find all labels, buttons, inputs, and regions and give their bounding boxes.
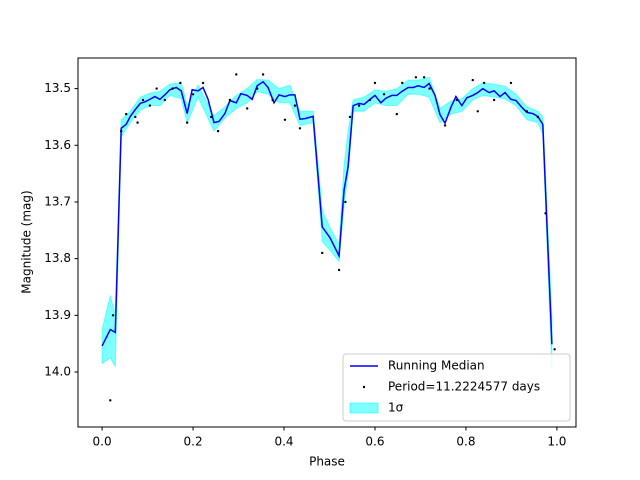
data-point bbox=[293, 104, 297, 107]
data-point bbox=[134, 115, 137, 119]
data-point bbox=[228, 98, 232, 102]
data-point bbox=[525, 110, 529, 113]
data-point bbox=[471, 78, 474, 82]
y-tick-label: 13.7 bbox=[44, 194, 71, 208]
data-point bbox=[261, 73, 265, 76]
y-tick-label: 14.0 bbox=[44, 365, 71, 379]
data-point bbox=[544, 212, 547, 215]
data-point bbox=[210, 115, 213, 119]
data-point bbox=[401, 81, 404, 85]
data-point bbox=[271, 98, 274, 102]
data-point bbox=[216, 129, 220, 133]
legend-label: Period=11.2224577 days bbox=[388, 380, 540, 394]
data-point bbox=[382, 93, 386, 96]
data-point bbox=[235, 73, 238, 76]
data-point bbox=[148, 104, 152, 107]
data-point bbox=[428, 87, 431, 90]
data-point bbox=[111, 314, 115, 317]
data-point bbox=[163, 98, 167, 102]
x-tick-label: 1.0 bbox=[547, 435, 566, 449]
data-point bbox=[443, 124, 447, 127]
data-point bbox=[492, 98, 496, 102]
y-tick-label: 13.9 bbox=[44, 308, 71, 322]
data-point bbox=[179, 81, 182, 85]
x-tick-label: 0.0 bbox=[93, 435, 112, 449]
legend-swatch bbox=[362, 385, 366, 389]
data-point bbox=[482, 81, 486, 85]
legend-swatch bbox=[349, 402, 379, 414]
data-point bbox=[171, 87, 174, 90]
data-point bbox=[368, 98, 372, 102]
data-point bbox=[125, 112, 128, 116]
data-point bbox=[109, 399, 112, 402]
data-point bbox=[136, 121, 139, 124]
data-point bbox=[201, 81, 205, 85]
data-point bbox=[455, 98, 459, 102]
legend-label: 1σ bbox=[388, 401, 404, 415]
data-point bbox=[191, 93, 195, 96]
x-tick-label: 0.4 bbox=[274, 435, 293, 449]
data-point bbox=[536, 115, 539, 119]
y-tick-label: 13.5 bbox=[44, 81, 71, 95]
data-point bbox=[476, 110, 479, 113]
legend-box bbox=[342, 353, 571, 422]
data-point bbox=[348, 115, 352, 119]
data-point bbox=[422, 76, 426, 79]
x-tick-label: 0.6 bbox=[365, 435, 384, 449]
data-point bbox=[395, 112, 399, 116]
y-tick-label: 13.8 bbox=[44, 251, 71, 265]
data-point bbox=[283, 118, 287, 121]
data-point bbox=[414, 76, 418, 79]
data-point bbox=[120, 129, 123, 133]
data-point bbox=[373, 81, 377, 85]
data-point bbox=[185, 121, 189, 124]
data-point bbox=[245, 107, 249, 110]
axes-frame bbox=[77, 57, 577, 428]
x-tick-label: 0.2 bbox=[184, 435, 203, 449]
data-point bbox=[337, 268, 341, 272]
data-point bbox=[509, 81, 513, 85]
data-point bbox=[255, 87, 259, 90]
y-axis-label: Magnitude (mag) bbox=[20, 190, 34, 293]
data-point bbox=[155, 87, 158, 90]
legend-label: Running Median bbox=[388, 359, 485, 373]
data-point bbox=[344, 200, 347, 204]
data-point bbox=[553, 348, 556, 351]
data-point bbox=[357, 104, 361, 107]
data-point bbox=[298, 127, 302, 130]
data-point bbox=[141, 98, 145, 102]
y-tick-label: 13.6 bbox=[44, 138, 71, 152]
data-point bbox=[321, 251, 324, 255]
x-tick-label: 0.8 bbox=[456, 435, 475, 449]
x-axis-label: Phase bbox=[309, 455, 345, 469]
